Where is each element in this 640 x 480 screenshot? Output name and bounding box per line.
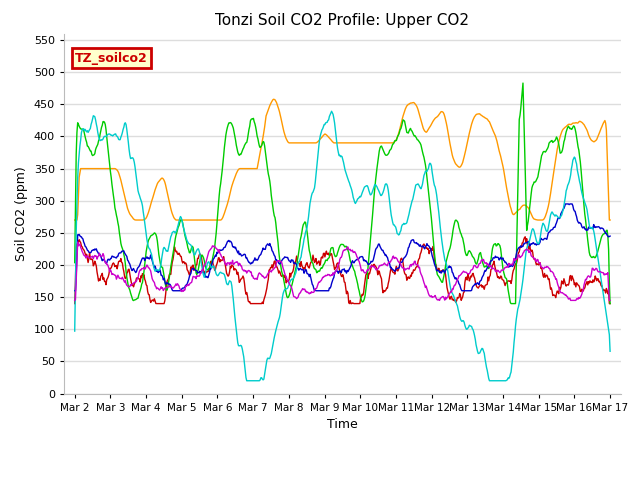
Title: Tonzi Soil CO2 Profile: Upper CO2: Tonzi Soil CO2 Profile: Upper CO2	[216, 13, 469, 28]
Text: TZ_soilco2: TZ_soilco2	[75, 51, 148, 65]
Y-axis label: Soil CO2 (ppm): Soil CO2 (ppm)	[15, 166, 28, 261]
Legend: Open -2cm, Tree -2cm, Open -4cm, Tree -4cm, Tree2 -2cm, Tree2 - 4cm: Open -2cm, Tree -2cm, Open -4cm, Tree -4…	[86, 478, 599, 480]
X-axis label: Time: Time	[327, 418, 358, 431]
